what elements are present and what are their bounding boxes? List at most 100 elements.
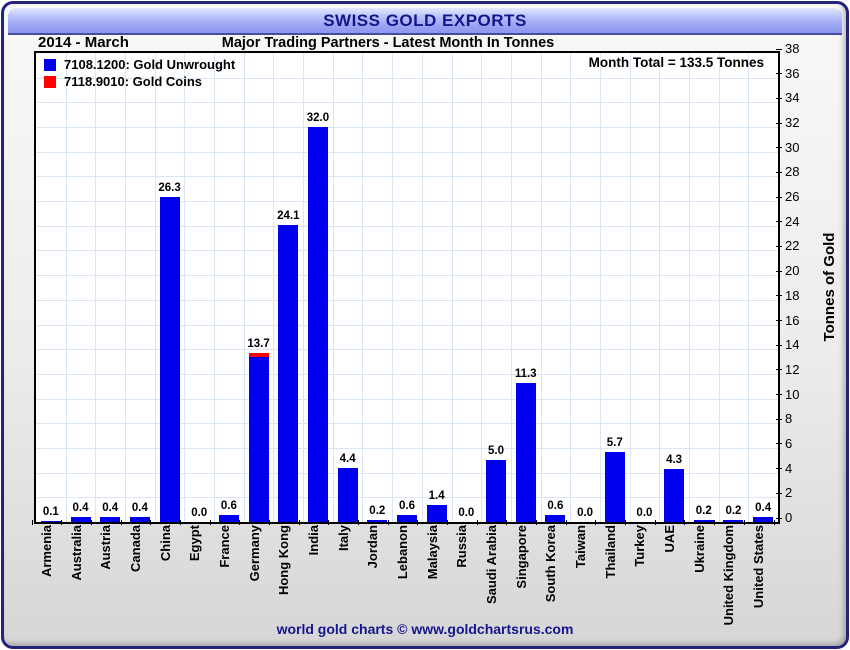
gridline-vertical — [95, 53, 97, 522]
x-axis-label-france: France — [216, 525, 232, 568]
x-axis-label-hong-kong: Hong Kong — [276, 525, 292, 596]
y-axis-tick — [776, 122, 782, 124]
gridline-vertical — [540, 53, 542, 522]
x-axis-label-lebanon: Lebanon — [395, 525, 410, 580]
y-axis-tick — [776, 147, 782, 149]
legend-item-unwrought: 7108.1200: Gold Unwrought — [44, 56, 235, 73]
y-axis-tick-label: 34 — [785, 90, 800, 106]
bar-unwrought-canada — [129, 517, 150, 522]
header-band: SWISS GOLD EXPORTS — [8, 8, 842, 35]
x-axis-tick — [387, 520, 389, 525]
legend-swatch-coins — [44, 75, 56, 88]
gridline-horizontal — [36, 77, 778, 79]
y-axis-tick-label: 26 — [785, 189, 800, 205]
y-axis-tick-label: 32 — [785, 115, 800, 131]
y-axis-tick — [776, 221, 782, 223]
gridline-vertical — [65, 53, 67, 522]
x-axis-label-jordan: Jordan — [365, 525, 381, 569]
gridline-horizontal — [36, 176, 778, 178]
bar-value-label: 0.0 — [191, 507, 208, 519]
x-axis-tick — [328, 520, 330, 525]
gridline-horizontal — [36, 373, 778, 375]
y-axis-tick-label: 8 — [785, 411, 793, 427]
y-axis-tick — [776, 97, 782, 99]
bar-unwrought-singapore — [515, 382, 536, 522]
gridline-vertical — [243, 53, 245, 522]
gridline-vertical — [748, 53, 750, 522]
y-axis-tick — [776, 443, 782, 445]
bar-value-label: 5.0 — [488, 445, 505, 458]
gridline-vertical — [154, 53, 156, 522]
y-axis-title: Tonnes of Gold — [821, 232, 838, 342]
y-axis-tick-label: 0 — [785, 510, 793, 525]
x-axis-label-italy: Italy — [335, 525, 351, 552]
bar-unwrought-germany — [248, 356, 269, 522]
y-axis-tick-label: 16 — [785, 312, 800, 328]
gridline-horizontal — [36, 299, 778, 301]
gridline-vertical — [332, 53, 334, 522]
x-axis-tick — [506, 520, 508, 525]
bar-value-label: 5.7 — [606, 436, 623, 449]
y-axis-tick-label: 30 — [785, 139, 800, 155]
x-axis-tick — [239, 520, 241, 525]
y-axis-tick-label: 24 — [785, 213, 800, 229]
bar-unwrought-france — [218, 514, 239, 522]
bar-unwrought-uae — [664, 468, 685, 522]
x-axis-label-russia: Russia — [454, 525, 470, 568]
gridline-horizontal — [36, 151, 778, 153]
x-axis-tick — [565, 520, 567, 525]
plot-area: 0.1 0.4 0.4 0.4 26.3 0.0 0.6 13.7 24.1 32.0 4.4 0.2… — [34, 51, 780, 524]
month-total-annotation: Month Total = 133.5 Tonnes — [588, 55, 764, 70]
gridline-vertical — [392, 53, 394, 522]
bar-value-label: 0.6 — [547, 499, 564, 512]
x-axis-tick — [357, 520, 359, 525]
bar-value-label: 0.6 — [220, 499, 237, 512]
gridline-vertical — [184, 53, 186, 522]
legend: 7108.1200: Gold Unwrought 7118.9010: Gol… — [44, 56, 235, 90]
y-axis-tick — [776, 369, 782, 371]
gridline-vertical — [214, 53, 216, 522]
bar-value-label: 32.0 — [306, 112, 330, 125]
y-axis-tick — [776, 418, 782, 420]
gridline-horizontal — [36, 423, 778, 425]
x-axis-label-taiwan: Taiwan — [573, 525, 589, 569]
gridline-horizontal — [36, 398, 778, 400]
bar-unwrought-hong-kong — [278, 224, 299, 522]
x-axis-tick — [90, 520, 92, 525]
gridline-vertical — [451, 53, 453, 522]
gridline-horizontal — [36, 250, 778, 252]
legend-swatch-unwrought — [44, 58, 56, 71]
gridline-vertical — [510, 53, 512, 522]
y-axis-tick-label: 14 — [785, 337, 800, 353]
x-axis-label-uae: UAE — [662, 525, 678, 553]
bar-value-label: 0.2 — [695, 504, 712, 517]
x-axis-tick — [773, 520, 775, 525]
y-axis-tick — [776, 270, 782, 272]
y-axis-tick-label: 12 — [785, 361, 800, 377]
bar-unwrought-austria — [100, 517, 121, 522]
x-axis-tick — [120, 520, 122, 525]
y-axis-tick-label: 36 — [785, 65, 800, 81]
gridline-vertical — [125, 53, 127, 522]
x-axis-tick — [684, 520, 686, 525]
y-axis-tick — [776, 468, 782, 470]
x-axis-tick — [743, 520, 745, 525]
y-axis-tick-label: 38 — [785, 41, 800, 56]
y-axis-tick-label: 6 — [785, 435, 793, 451]
bar-value-label: 0.0 — [577, 507, 594, 519]
gridline-vertical — [570, 53, 572, 522]
gridline-vertical — [599, 53, 601, 522]
x-axis-label-germany: Germany — [246, 525, 262, 582]
bar-unwrought-united-kingdom — [723, 519, 744, 522]
x-axis-tick — [536, 520, 538, 525]
gridline-horizontal — [36, 447, 778, 449]
x-axis-label-south-korea: South Korea — [543, 525, 559, 603]
x-axis-label-canada: Canada — [127, 525, 143, 572]
bar-unwrought-india — [307, 127, 328, 522]
y-axis-tick — [776, 73, 782, 75]
bar-value-label: 0.4 — [102, 502, 119, 515]
gridline-horizontal — [36, 275, 778, 277]
bar-value-label: 0.6 — [398, 499, 415, 512]
gridline-vertical — [629, 53, 631, 522]
